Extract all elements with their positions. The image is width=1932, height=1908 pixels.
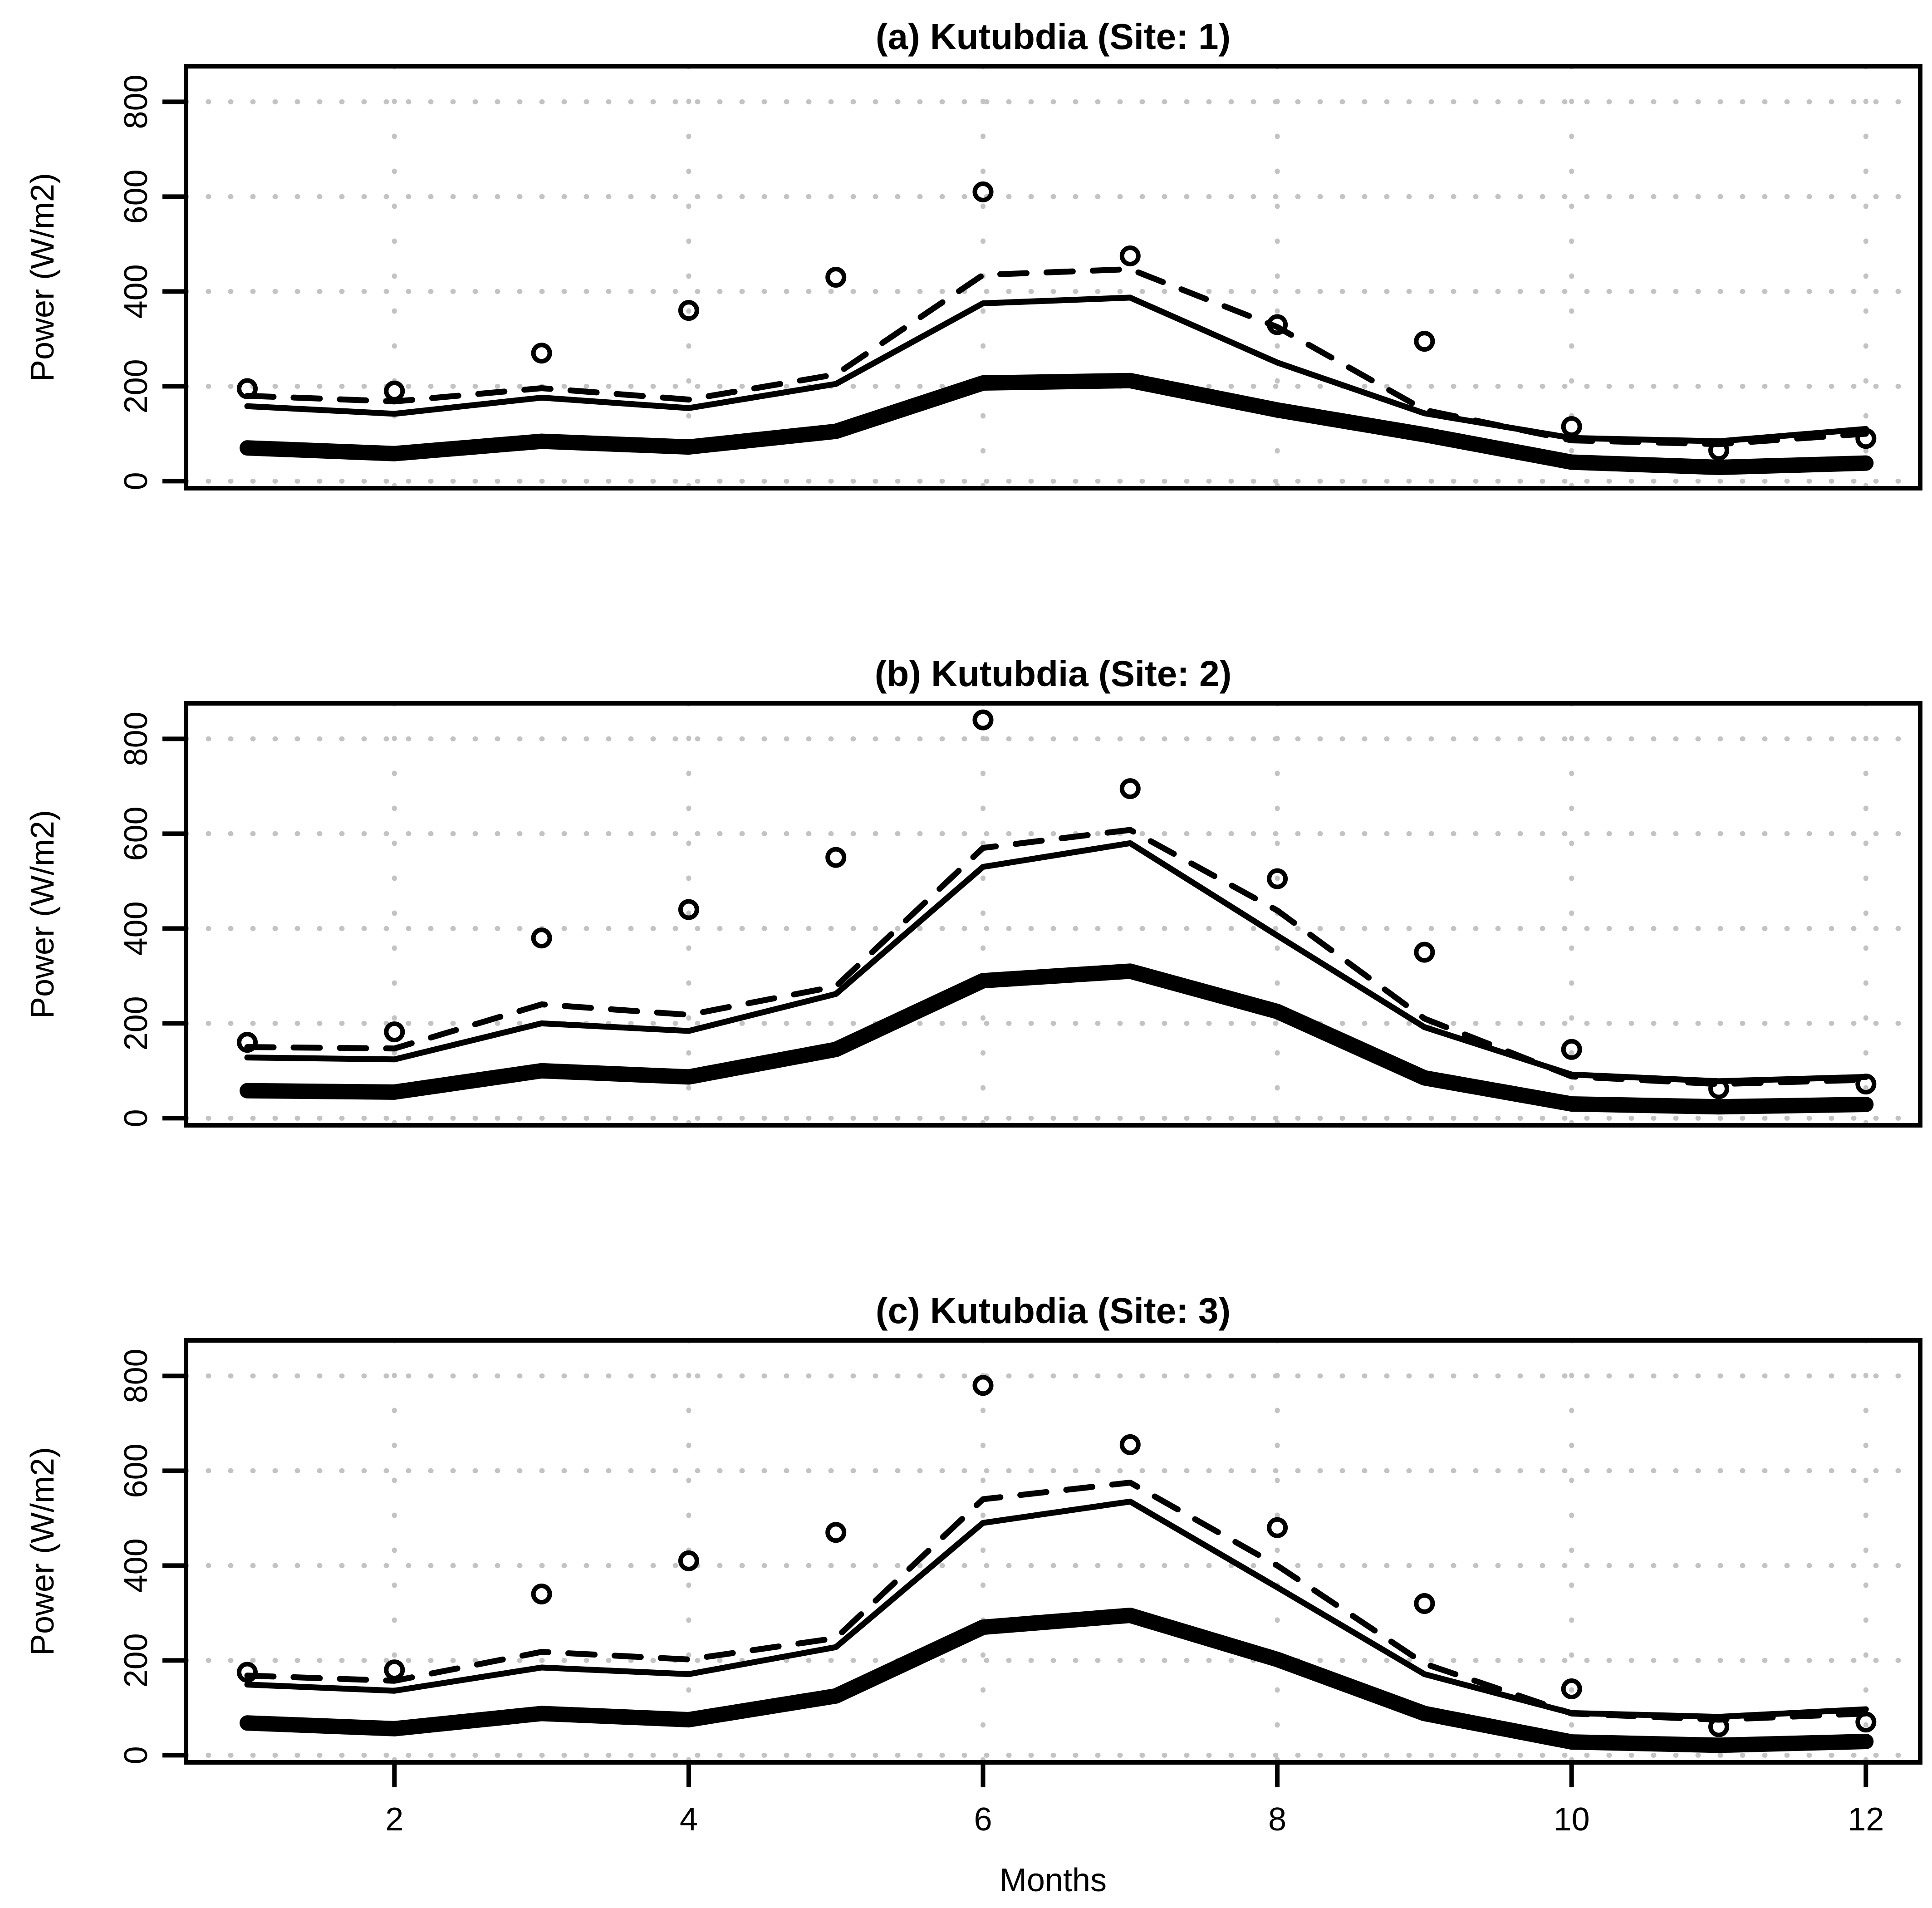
y-axis: 0 200 400 600 800 bbox=[118, 711, 186, 1127]
y-tick-label: 400 bbox=[118, 1538, 154, 1593]
x-tick-label: 4 bbox=[680, 1801, 698, 1838]
series-observed-points bbox=[237, 709, 1877, 1099]
plot-box bbox=[184, 1338, 1922, 1765]
series-solid-line bbox=[244, 1498, 1869, 1720]
data-point-circle bbox=[237, 1662, 258, 1683]
y-tick-label: 200 bbox=[118, 359, 154, 413]
plot-box bbox=[184, 701, 1922, 1128]
panel-b-plot: 0 200 400 600 800 bbox=[118, 701, 1923, 1128]
data-point-circle bbox=[1414, 942, 1435, 963]
x-axis: 2 4 6 8 10 12 bbox=[385, 1762, 1884, 1838]
data-point-circle bbox=[237, 378, 258, 399]
grid-dotted bbox=[183, 1338, 1923, 1765]
data-point-circle bbox=[972, 1375, 994, 1396]
y-tick-label: 800 bbox=[118, 711, 154, 766]
y-tick-label: 0 bbox=[118, 1109, 154, 1127]
panel-c-plot: 0 200 400 600 800 2 4 6 8 10 12 bbox=[118, 1338, 1923, 1838]
grid-dotted bbox=[183, 701, 1923, 1128]
x-tick-label: 12 bbox=[1848, 1801, 1884, 1838]
grid-dotted bbox=[183, 64, 1923, 491]
data-point-circle bbox=[825, 1522, 847, 1543]
y-tick-label: 600 bbox=[118, 169, 154, 224]
y-axis: 0 200 400 600 800 bbox=[118, 74, 186, 490]
panel-b-y-axis-label: Power (W/m2) bbox=[25, 810, 61, 1019]
series-bold-line bbox=[240, 963, 1874, 1115]
data-point-circle bbox=[237, 1032, 258, 1053]
data-point-circle bbox=[1855, 1074, 1877, 1095]
panel-b-title: (b) Kutubdia (Site: 2) bbox=[875, 653, 1232, 694]
y-tick-label: 800 bbox=[118, 74, 154, 129]
data-point-circle bbox=[1708, 440, 1729, 461]
data-point-circle bbox=[1414, 331, 1435, 352]
data-point-circle bbox=[1119, 245, 1141, 266]
y-tick-label: 200 bbox=[118, 996, 154, 1050]
data-point-circle bbox=[972, 181, 994, 202]
y-tick-label: 600 bbox=[118, 806, 154, 861]
data-point-circle bbox=[1561, 1039, 1582, 1060]
y-tick-label: 400 bbox=[118, 264, 154, 319]
data-point-circle bbox=[531, 1584, 552, 1605]
x-tick-label: 10 bbox=[1554, 1801, 1590, 1838]
data-point-circle bbox=[678, 899, 699, 920]
panel-c: (c) Kutubdia (Site: 3) Power (W/m2) 0 200… bbox=[25, 1290, 1923, 1838]
data-point-circle bbox=[1267, 868, 1288, 889]
data-point-circle bbox=[678, 1550, 699, 1571]
series-dashed-line bbox=[244, 1479, 1869, 1723]
data-point-circle bbox=[1267, 314, 1288, 335]
series-dashed-line bbox=[244, 266, 1869, 447]
panel-a-y-axis-label: Power (W/m2) bbox=[25, 173, 61, 382]
y-tick-label: 400 bbox=[118, 901, 154, 956]
data-point-circle bbox=[1119, 1434, 1141, 1455]
plot-box bbox=[184, 64, 1922, 490]
data-point-circle bbox=[1855, 428, 1877, 449]
x-tick-label: 6 bbox=[974, 1801, 992, 1838]
series-solid-line bbox=[244, 294, 1869, 445]
panel-b: (b) Kutubdia (Site: 2) Power (W/m2) 0 200… bbox=[25, 653, 1923, 1128]
data-point-circle bbox=[1855, 1712, 1877, 1733]
data-point-circle bbox=[1267, 1517, 1288, 1538]
data-point-circle bbox=[531, 343, 552, 364]
series-observed-points bbox=[237, 181, 1877, 461]
y-tick-label: 0 bbox=[118, 472, 154, 490]
x-axis-label: Months bbox=[1000, 1862, 1107, 1898]
x-tick-label: 8 bbox=[1268, 1801, 1286, 1838]
data-point-circle bbox=[825, 847, 847, 868]
series-bold-line bbox=[240, 1608, 1874, 1753]
y-tick-label: 0 bbox=[118, 1746, 154, 1764]
data-point-circle bbox=[384, 380, 405, 402]
series-bold-line bbox=[240, 373, 1874, 476]
panel-c-title: (c) Kutubdia (Site: 3) bbox=[876, 1290, 1231, 1331]
data-point-circle bbox=[1414, 1593, 1435, 1614]
panel-c-y-axis-label: Power (W/m2) bbox=[25, 1447, 61, 1656]
x-tick-label: 2 bbox=[385, 1801, 403, 1838]
series-solid-line bbox=[244, 840, 1869, 1084]
y-tick-label: 600 bbox=[118, 1443, 154, 1498]
y-tick-label: 800 bbox=[118, 1349, 154, 1403]
data-point-circle bbox=[825, 267, 847, 288]
panel-a: (a) Kutubdia (Site: 1) Power (W/m2) 0 200… bbox=[25, 16, 1923, 491]
data-point-circle bbox=[384, 1021, 405, 1043]
data-point-circle bbox=[678, 300, 699, 321]
series-observed-points bbox=[237, 1375, 1877, 1737]
data-point-circle bbox=[1708, 1716, 1729, 1737]
panel-a-title: (a) Kutubdia (Site: 1) bbox=[876, 16, 1231, 57]
data-point-circle bbox=[1708, 1078, 1729, 1099]
y-tick-label: 200 bbox=[118, 1633, 154, 1687]
data-point-circle bbox=[1119, 778, 1141, 799]
data-point-circle bbox=[1561, 1678, 1582, 1700]
data-point-circle bbox=[1561, 416, 1582, 437]
data-point-circle bbox=[384, 1659, 405, 1681]
data-point-circle bbox=[972, 709, 994, 731]
series-dashed-line bbox=[244, 827, 1869, 1087]
panel-a-plot: 0 200 400 600 800 bbox=[118, 64, 1923, 491]
data-point-circle bbox=[531, 927, 552, 949]
y-axis: 0 200 400 600 800 bbox=[118, 1349, 186, 1764]
